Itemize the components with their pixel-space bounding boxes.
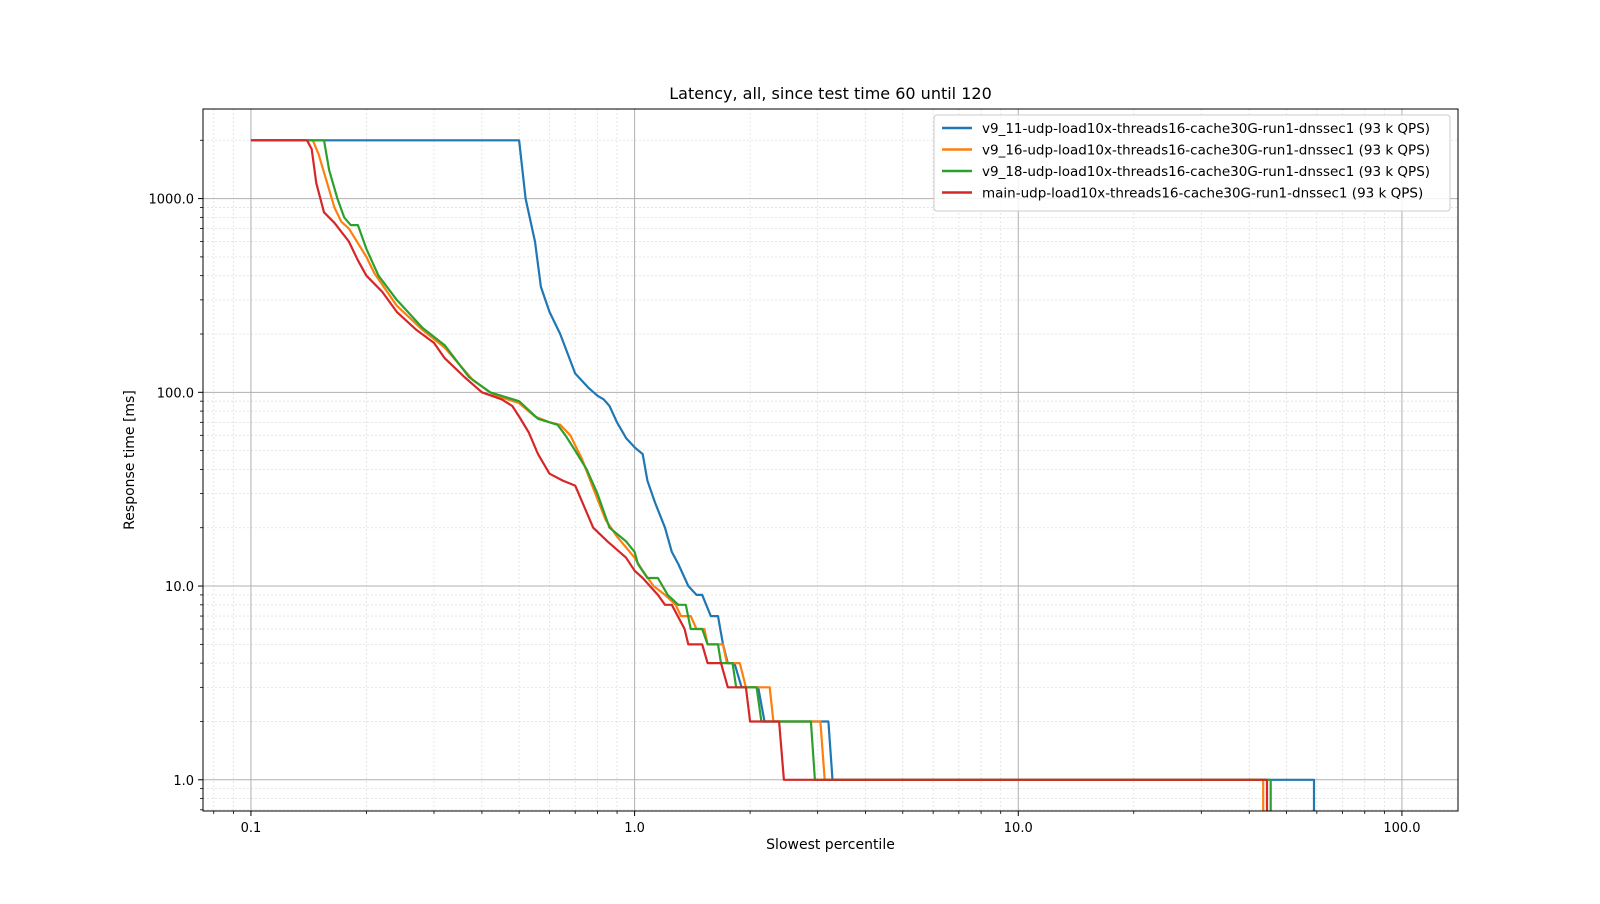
legend-label-4: main-udp-load10x-threads16-cache30G-run1… bbox=[982, 186, 1423, 202]
x-tick-label: 0.1 bbox=[241, 821, 262, 836]
plot-frame bbox=[202, 108, 1459, 812]
series-line-2 bbox=[250, 139, 1265, 811]
legend-label-3: v9_18-udp-load10x-threads16-cache30G-run… bbox=[982, 164, 1430, 180]
series-line-4 bbox=[250, 139, 1269, 811]
tick-layer: 0.1 1.0 10.0 100.0 1.0 10.0 100.0 1000.0 bbox=[149, 139, 1421, 836]
legend: v9_11-udp-load10x-threads16-cache30G-run… bbox=[933, 114, 1451, 212]
y-tick-label: 1.0 bbox=[173, 774, 194, 789]
series-line-1 bbox=[250, 139, 1316, 811]
legend-label-2: v9_16-udp-load10x-threads16-cache30G-run… bbox=[982, 143, 1430, 159]
y-axis-label: Response time [ms] bbox=[122, 390, 138, 530]
x-tick-label: 100.0 bbox=[1383, 821, 1420, 836]
series-layer bbox=[250, 139, 1316, 811]
series-line-3 bbox=[250, 139, 1272, 811]
y-tick-label: 1000.0 bbox=[149, 193, 195, 208]
x-tick-label: 10.0 bbox=[1004, 821, 1033, 836]
y-tick-label: 10.0 bbox=[165, 580, 194, 595]
major-grid bbox=[203, 109, 1458, 811]
chart-title: Latency, all, since test time 60 until 1… bbox=[669, 84, 992, 103]
legend-label-1: v9_11-udp-load10x-threads16-cache30G-run… bbox=[982, 121, 1430, 137]
x-axis-label: Slowest percentile bbox=[766, 837, 895, 853]
y-tick-label: 100.0 bbox=[157, 386, 194, 401]
legend-box bbox=[933, 114, 1451, 212]
x-tick-label: 1.0 bbox=[624, 821, 645, 836]
minor-grid bbox=[203, 109, 1458, 811]
